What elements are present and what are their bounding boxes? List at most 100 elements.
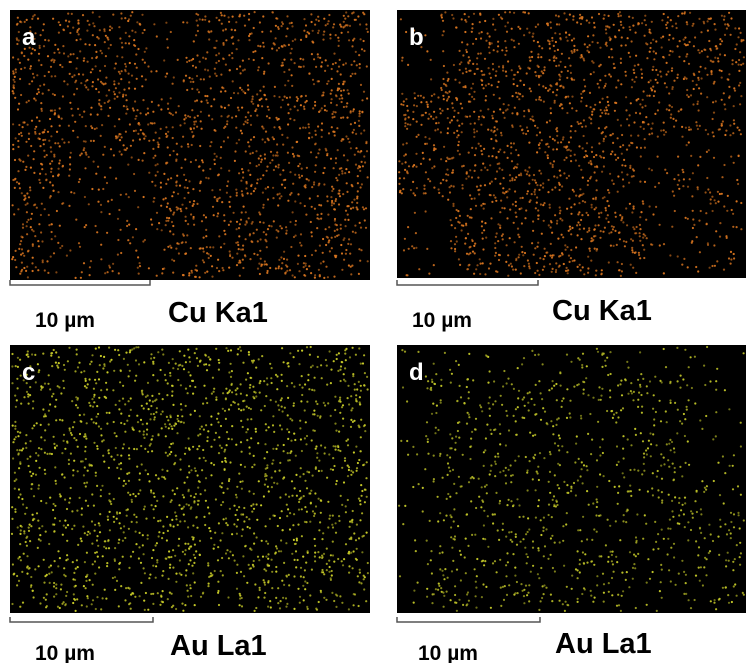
dot (500, 16, 502, 18)
dot (460, 61, 462, 63)
dot (617, 137, 619, 139)
dot (220, 115, 222, 117)
dot (220, 91, 222, 93)
dot (241, 211, 243, 213)
dot (135, 543, 137, 545)
dot (717, 201, 719, 203)
dot (539, 257, 541, 259)
dot (272, 197, 274, 199)
dot (550, 85, 552, 87)
dot (347, 138, 349, 140)
dot (245, 150, 247, 152)
dot (582, 177, 584, 179)
dot (591, 204, 593, 206)
dot (531, 193, 533, 195)
dot (570, 249, 572, 251)
dot (325, 244, 327, 246)
dot (95, 65, 97, 67)
dot (314, 171, 316, 173)
dot (199, 61, 201, 63)
dot (167, 178, 169, 180)
dot (402, 188, 404, 190)
dot (153, 517, 155, 519)
dot (193, 216, 195, 218)
dot (601, 269, 603, 271)
dot (468, 62, 470, 64)
dot (487, 129, 489, 131)
dot (245, 379, 247, 381)
dot (630, 135, 632, 137)
dot (35, 126, 37, 128)
dot (721, 124, 723, 126)
dot (466, 116, 468, 118)
dot (310, 13, 312, 15)
dot (18, 39, 20, 41)
dot (343, 154, 345, 156)
dot (14, 178, 16, 180)
dot (156, 275, 158, 277)
dot (737, 183, 739, 185)
dot (180, 469, 182, 471)
dot (322, 238, 324, 240)
dot (433, 93, 435, 95)
dot (511, 69, 513, 71)
dot (315, 250, 317, 252)
dot (542, 85, 544, 87)
dot (71, 13, 73, 15)
dot (270, 606, 272, 608)
dot (259, 382, 261, 384)
dot (98, 91, 100, 93)
dot (484, 184, 486, 186)
dot (732, 226, 734, 228)
dot (686, 23, 688, 25)
dot (287, 104, 289, 106)
dot (98, 397, 100, 399)
dot (73, 460, 75, 462)
dot (120, 252, 122, 254)
dot (119, 381, 121, 383)
dot (28, 133, 30, 135)
dot (193, 562, 195, 564)
dot (348, 466, 350, 468)
dot (625, 96, 627, 98)
dot (628, 124, 630, 126)
dot (561, 234, 563, 236)
dot (17, 208, 19, 210)
dot (236, 264, 238, 266)
dot (220, 246, 222, 248)
dot (650, 128, 652, 130)
dot (176, 242, 178, 244)
dot (139, 595, 141, 597)
dot (68, 459, 70, 461)
dot (314, 555, 316, 557)
dot (286, 504, 288, 506)
dot (51, 75, 53, 77)
dot (342, 138, 344, 140)
dot (628, 52, 630, 54)
dot (128, 454, 130, 456)
dot (492, 23, 494, 25)
dot (28, 403, 30, 405)
dot (567, 40, 569, 42)
dot (307, 608, 309, 610)
dot (365, 207, 367, 209)
dot (358, 115, 360, 117)
dot (153, 23, 155, 25)
dot (264, 141, 266, 143)
dot (564, 244, 566, 246)
dot (50, 168, 52, 170)
dot (157, 351, 159, 353)
dot (33, 158, 35, 160)
dot (63, 364, 65, 366)
dot (186, 61, 188, 63)
dot (415, 166, 417, 168)
dot (277, 204, 279, 206)
dot (715, 45, 717, 47)
dot (97, 78, 99, 80)
dot (518, 254, 520, 256)
dot (344, 457, 346, 459)
dot (563, 12, 565, 14)
dot (322, 39, 324, 41)
dot (172, 114, 174, 116)
dot (350, 552, 352, 554)
